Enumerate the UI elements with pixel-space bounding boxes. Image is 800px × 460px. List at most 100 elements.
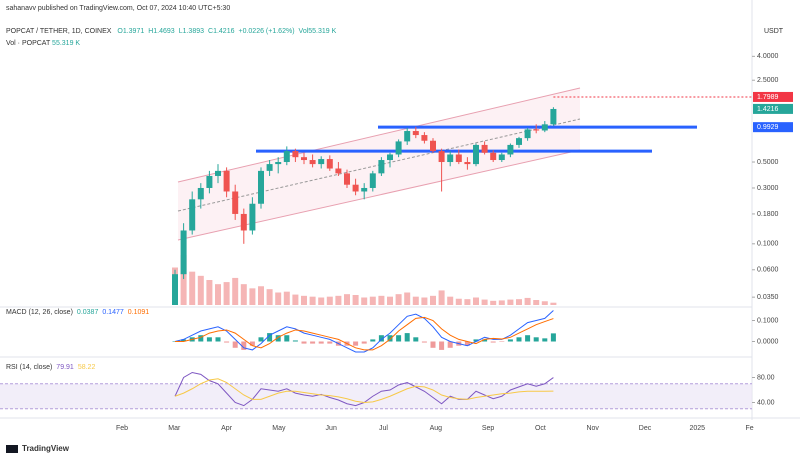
candle-body bbox=[335, 168, 342, 174]
histogram-bar bbox=[516, 337, 522, 342]
y-tick-label: 0.1000 bbox=[757, 241, 779, 248]
histogram-bar bbox=[310, 341, 316, 344]
price-tag bbox=[753, 91, 793, 102]
x-tick-label: Sep bbox=[482, 425, 495, 432]
candle-body bbox=[550, 108, 557, 125]
price-tag bbox=[753, 122, 793, 133]
volume-bar bbox=[455, 298, 462, 305]
candle-body bbox=[361, 187, 368, 192]
ohlc-value: H1.4693 bbox=[148, 28, 175, 35]
ohlc-value: +0.0226 (+1.62%) bbox=[238, 28, 294, 35]
volume-bar bbox=[404, 292, 411, 305]
candle-body bbox=[352, 184, 359, 192]
volume-bar bbox=[490, 300, 497, 305]
price-tag-label: 1.4216 bbox=[757, 106, 779, 113]
candle-body bbox=[524, 129, 531, 139]
volume-bar bbox=[189, 271, 196, 305]
volume-bar bbox=[197, 275, 204, 305]
volume-bar bbox=[507, 299, 514, 305]
volume-bar bbox=[361, 297, 368, 305]
histogram-bar bbox=[292, 340, 298, 342]
histogram-bar bbox=[275, 335, 281, 342]
y-tick-label: 40.00 bbox=[757, 399, 775, 406]
volume-label: Vol · POPCAT bbox=[6, 40, 51, 47]
price-tag-label: 1.7989 bbox=[757, 94, 779, 101]
histogram-bar bbox=[507, 339, 513, 342]
candle-body bbox=[447, 154, 454, 163]
volume-bar bbox=[447, 296, 454, 305]
histogram-bar bbox=[361, 341, 367, 344]
candle-body bbox=[490, 152, 497, 161]
x-tick-label: Dec bbox=[639, 425, 652, 432]
channel-upper bbox=[177, 87, 581, 183]
ohlc-value: Vol55.319 K bbox=[299, 28, 337, 35]
candle-body bbox=[404, 131, 411, 142]
histogram-bar bbox=[542, 338, 548, 342]
volume-bar bbox=[516, 299, 522, 305]
x-tick-label: Jul bbox=[379, 425, 388, 432]
volume-bar bbox=[387, 296, 393, 305]
y-tick-label: 0.1800 bbox=[757, 211, 779, 218]
histogram-bar bbox=[224, 341, 230, 343]
legend-value: 0.1477 bbox=[102, 309, 124, 316]
volume-bar bbox=[438, 290, 445, 305]
histogram-bar bbox=[370, 339, 376, 342]
volume-bar bbox=[369, 296, 376, 305]
volume-bar bbox=[249, 288, 256, 305]
ohlc-value: O1.3971 bbox=[117, 28, 144, 35]
currency: USDT bbox=[764, 28, 784, 35]
ohlc-value: C1.4216 bbox=[208, 28, 235, 35]
histogram-bar bbox=[473, 339, 479, 342]
volume-bar bbox=[524, 297, 531, 305]
candle-body bbox=[498, 154, 505, 161]
x-tick-label: Oct bbox=[535, 425, 546, 432]
indicator-line bbox=[174, 378, 554, 404]
histogram-bar bbox=[198, 335, 204, 342]
candle-body bbox=[326, 159, 333, 169]
candle-body bbox=[395, 141, 402, 155]
histogram-bar bbox=[241, 341, 247, 350]
volume-bar bbox=[533, 300, 540, 305]
y-tick-label: 0.0000 bbox=[757, 338, 779, 345]
candle-body bbox=[387, 154, 393, 161]
histogram-bar bbox=[413, 337, 419, 342]
candle-body bbox=[172, 274, 178, 305]
ohlc-value: L1.3893 bbox=[179, 28, 204, 35]
volume-bar bbox=[344, 294, 350, 305]
y-tick-label: 4.0000 bbox=[757, 53, 779, 60]
volume-bar bbox=[258, 286, 264, 305]
volume-bar bbox=[378, 295, 385, 305]
candle-body bbox=[283, 151, 290, 163]
volume-bar bbox=[292, 294, 299, 305]
histogram-bar bbox=[430, 341, 436, 348]
candle-body bbox=[516, 138, 522, 145]
candle-body bbox=[275, 162, 282, 165]
histogram-bar bbox=[353, 341, 359, 346]
symbol-line: POPCAT / TETHER, 1D, COINEX O1.3971 H1.46… bbox=[6, 28, 337, 35]
y-tick-label: 0.1000 bbox=[757, 317, 779, 324]
volume-line: Vol · POPCAT 55.319 K bbox=[6, 40, 80, 47]
volume-bar bbox=[240, 284, 247, 305]
volume-bar bbox=[215, 284, 221, 305]
volume-bar bbox=[421, 297, 428, 305]
candle-body bbox=[240, 213, 247, 231]
candle-body bbox=[430, 140, 436, 152]
histogram-bar bbox=[318, 341, 324, 344]
candle-body bbox=[189, 199, 196, 231]
candle-body bbox=[292, 151, 299, 158]
published-line: sahanavv published on TradingView.com, O… bbox=[6, 5, 230, 12]
x-tick-label: May bbox=[272, 425, 286, 432]
candle-body bbox=[301, 157, 307, 161]
x-tick-label: Nov bbox=[586, 425, 599, 432]
histogram-bar bbox=[301, 341, 307, 344]
candle-body bbox=[344, 173, 350, 185]
legend-value: 58.22 bbox=[78, 364, 96, 371]
x-tick-label: Feb bbox=[116, 425, 128, 432]
indicator-line bbox=[175, 316, 554, 351]
volume-bar bbox=[550, 302, 557, 305]
candle-body bbox=[249, 203, 256, 231]
candle-body bbox=[309, 160, 316, 165]
volume-bar bbox=[335, 295, 342, 305]
x-tick-label: Jun bbox=[326, 425, 337, 432]
candle-body bbox=[455, 154, 462, 163]
